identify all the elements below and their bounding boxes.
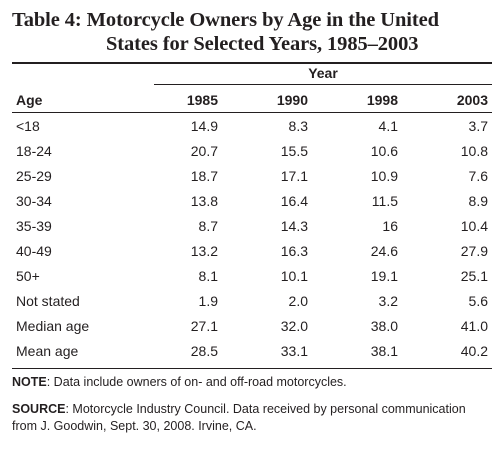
row-label: Mean age xyxy=(16,343,79,359)
table-row: Mean age 28.5 33.1 38.1 40.2 xyxy=(12,343,492,366)
table-cell: 1.9 xyxy=(198,293,218,309)
table-row: 18-24 20.7 15.5 10.6 10.8 xyxy=(12,143,492,166)
table-cell: 4.1 xyxy=(378,118,398,134)
table-cell: 14.9 xyxy=(190,118,218,134)
year-group-header: Year xyxy=(308,65,338,81)
year-header-rule xyxy=(154,84,492,85)
table-row: Median age 27.1 32.0 38.0 41.0 xyxy=(12,318,492,341)
top-rule xyxy=(12,62,492,64)
age-column-header: Age xyxy=(16,92,43,108)
row-label: 25-29 xyxy=(16,168,52,184)
table-cell: 16 xyxy=(382,218,398,234)
table-cell: 20.7 xyxy=(190,143,218,159)
table-cell: 17.1 xyxy=(280,168,308,184)
table-cell: 15.5 xyxy=(280,143,308,159)
row-label: Not stated xyxy=(16,293,80,309)
table-cell: 33.1 xyxy=(280,343,308,359)
table-cell: 41.0 xyxy=(460,318,488,334)
table-row: Not stated 1.9 2.0 3.2 5.6 xyxy=(12,293,492,316)
title-line-1: Table 4: Motorcycle Owners by Age in the… xyxy=(12,9,439,31)
table-cell: 16.3 xyxy=(280,243,308,259)
table-cell: 13.8 xyxy=(190,193,218,209)
table-cell: 3.7 xyxy=(468,118,488,134)
table-cell: 19.1 xyxy=(370,268,398,284)
table-cell: 28.5 xyxy=(190,343,218,359)
column-header-2003: 2003 xyxy=(456,92,488,108)
source: SOURCE: Motorcycle Industry Council. Dat… xyxy=(12,401,494,435)
table-cell: 11.5 xyxy=(371,193,398,209)
row-label: 30-34 xyxy=(16,193,52,209)
row-label: <18 xyxy=(16,118,40,134)
table-cell: 10.6 xyxy=(370,143,398,159)
table-cell: 16.4 xyxy=(280,193,308,209)
table-cell: 8.9 xyxy=(468,193,488,209)
table-cell: 7.6 xyxy=(468,168,488,184)
table-row: 25-29 18.7 17.1 10.9 7.6 xyxy=(12,168,492,191)
table-cell: 13.2 xyxy=(190,243,218,259)
row-label: Median age xyxy=(16,318,90,334)
table-cell: 10.9 xyxy=(370,168,398,184)
table-cell: 27.1 xyxy=(190,318,218,334)
note-label: NOTE xyxy=(12,375,47,389)
table-row: 35-39 8.7 14.3 16 10.4 xyxy=(12,218,492,241)
table-cell: 24.6 xyxy=(370,243,398,259)
table-cell: 3.2 xyxy=(378,293,398,309)
column-header-1990: 1990 xyxy=(276,92,308,108)
bottom-rule xyxy=(12,368,492,369)
table-cell: 8.3 xyxy=(288,118,308,134)
row-label: 18-24 xyxy=(16,143,52,159)
table-cell: 10.8 xyxy=(460,143,488,159)
table-notes: NOTE: Data include owners of on- and off… xyxy=(12,374,494,435)
column-header-1985: 1985 xyxy=(186,92,218,108)
table-cell: 10.1 xyxy=(280,268,308,284)
table-cell: 40.2 xyxy=(460,343,488,359)
table-row: 40-49 13.2 16.3 24.6 27.9 xyxy=(12,243,492,266)
table-cell: 5.6 xyxy=(468,293,488,309)
table-cell: 10.4 xyxy=(460,218,488,234)
source-text: : Motorcycle Industry Council. Data rece… xyxy=(12,402,466,433)
table-cell: 18.7 xyxy=(190,168,218,184)
table-cell: 38.1 xyxy=(370,343,398,359)
table-cell: 32.0 xyxy=(280,318,308,334)
row-label: 50+ xyxy=(16,268,40,284)
note-text: : Data include owners of on- and off-roa… xyxy=(46,375,347,389)
table-cell: 8.1 xyxy=(198,268,218,284)
table-cell: 14.3 xyxy=(280,218,308,234)
table-cell: 38.0 xyxy=(370,318,398,334)
table-cell: 25.1 xyxy=(460,268,488,284)
table-row: <18 14.9 8.3 4.1 3.7 xyxy=(12,118,492,141)
source-label: SOURCE xyxy=(12,402,66,416)
table-title: Table 4: Motorcycle Owners by Age in the… xyxy=(12,8,492,56)
column-header-1998: 1998 xyxy=(366,92,398,108)
note: NOTE: Data include owners of on- and off… xyxy=(12,374,494,391)
table-cell: 2.0 xyxy=(288,293,308,309)
table-row: 30-34 13.8 16.4 11.5 8.9 xyxy=(12,193,492,216)
header-rule xyxy=(12,112,492,113)
row-label: 35-39 xyxy=(16,218,52,234)
table-cell: 27.9 xyxy=(460,243,488,259)
table-cell: 8.7 xyxy=(198,218,218,234)
title-line-2: States for Selected Years, 1985–2003 xyxy=(106,33,419,55)
table-row: 50+ 8.1 10.1 19.1 25.1 xyxy=(12,268,492,291)
row-label: 40-49 xyxy=(16,243,52,259)
